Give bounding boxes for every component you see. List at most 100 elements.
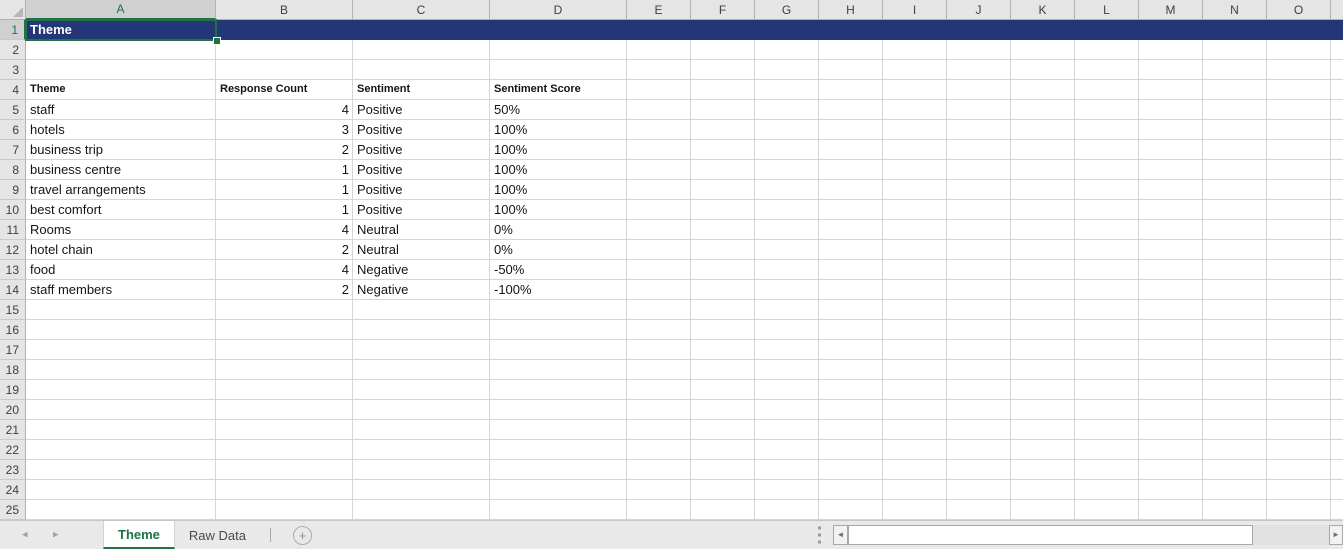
- cell-B11[interactable]: 4: [216, 220, 353, 240]
- cell-M12[interactable]: [1139, 240, 1203, 260]
- cell-B5[interactable]: 4: [216, 100, 353, 120]
- row-header-7[interactable]: 7: [0, 140, 26, 160]
- cell-G12[interactable]: [755, 240, 819, 260]
- cell-E14[interactable]: [627, 280, 691, 300]
- cell-O17[interactable]: [1267, 340, 1331, 360]
- cell-E9[interactable]: [627, 180, 691, 200]
- cell-F23[interactable]: [691, 460, 755, 480]
- cell-B1[interactable]: [216, 20, 353, 40]
- cell-J7[interactable]: [947, 140, 1011, 160]
- cell-D17[interactable]: [490, 340, 627, 360]
- cell-J5[interactable]: [947, 100, 1011, 120]
- cell-A11[interactable]: Rooms: [26, 220, 216, 240]
- cell-A18[interactable]: [26, 360, 216, 380]
- cell-J16[interactable]: [947, 320, 1011, 340]
- cell-E5[interactable]: [627, 100, 691, 120]
- cell-N6[interactable]: [1203, 120, 1267, 140]
- cell-A25[interactable]: [26, 500, 216, 520]
- cell-C12[interactable]: Neutral: [353, 240, 490, 260]
- cell-O5[interactable]: [1267, 100, 1331, 120]
- cell-D9[interactable]: 100%: [490, 180, 627, 200]
- cell-K15[interactable]: [1011, 300, 1075, 320]
- cell-M4[interactable]: [1139, 80, 1203, 100]
- cell-H17[interactable]: [819, 340, 883, 360]
- cell-L16[interactable]: [1075, 320, 1139, 340]
- cell-N7[interactable]: [1203, 140, 1267, 160]
- cell-A8[interactable]: business centre: [26, 160, 216, 180]
- cell-A22[interactable]: [26, 440, 216, 460]
- cell-G5[interactable]: [755, 100, 819, 120]
- cell-C23[interactable]: [353, 460, 490, 480]
- cell-F3[interactable]: [691, 60, 755, 80]
- cell-O24[interactable]: [1267, 480, 1331, 500]
- cell-B24[interactable]: [216, 480, 353, 500]
- cell-J13[interactable]: [947, 260, 1011, 280]
- cell-H8[interactable]: [819, 160, 883, 180]
- cell-B12[interactable]: 2: [216, 240, 353, 260]
- cell-F18[interactable]: [691, 360, 755, 380]
- cell-K20[interactable]: [1011, 400, 1075, 420]
- cell-I14[interactable]: [883, 280, 947, 300]
- cell-I21[interactable]: [883, 420, 947, 440]
- row-header-19[interactable]: 19: [0, 380, 26, 400]
- sheet-tab-raw-data[interactable]: Raw Data: [175, 521, 260, 549]
- cell-J11[interactable]: [947, 220, 1011, 240]
- cell-E16[interactable]: [627, 320, 691, 340]
- cell-A1[interactable]: Theme: [26, 20, 216, 40]
- cell-J4[interactable]: [947, 80, 1011, 100]
- row-header-18[interactable]: 18: [0, 360, 26, 380]
- cell-J23[interactable]: [947, 460, 1011, 480]
- cell-B6[interactable]: 3: [216, 120, 353, 140]
- cell-E8[interactable]: [627, 160, 691, 180]
- cell-F6[interactable]: [691, 120, 755, 140]
- cell-A3[interactable]: [26, 60, 216, 80]
- cell-O14[interactable]: [1267, 280, 1331, 300]
- cell-L17[interactable]: [1075, 340, 1139, 360]
- cell-J21[interactable]: [947, 420, 1011, 440]
- cell-I24[interactable]: [883, 480, 947, 500]
- cell-B4[interactable]: Response Count: [216, 80, 353, 100]
- cell-D23[interactable]: [490, 460, 627, 480]
- cell-H6[interactable]: [819, 120, 883, 140]
- cell-B16[interactable]: [216, 320, 353, 340]
- cell-B8[interactable]: 1: [216, 160, 353, 180]
- cell-G15[interactable]: [755, 300, 819, 320]
- cell-B10[interactable]: 1: [216, 200, 353, 220]
- cell-A4[interactable]: Theme: [26, 80, 216, 100]
- cell-M17[interactable]: [1139, 340, 1203, 360]
- row-header-11[interactable]: 11: [0, 220, 26, 240]
- cell-M19[interactable]: [1139, 380, 1203, 400]
- cell-C18[interactable]: [353, 360, 490, 380]
- cell-I10[interactable]: [883, 200, 947, 220]
- cell-I17[interactable]: [883, 340, 947, 360]
- cell-I3[interactable]: [883, 60, 947, 80]
- cell-G25[interactable]: [755, 500, 819, 520]
- cell-I4[interactable]: [883, 80, 947, 100]
- cell-G3[interactable]: [755, 60, 819, 80]
- cell-N10[interactable]: [1203, 200, 1267, 220]
- cell-B22[interactable]: [216, 440, 353, 460]
- row-header-6[interactable]: 6: [0, 120, 26, 140]
- cell-B14[interactable]: 2: [216, 280, 353, 300]
- tabbar-splitter-handle[interactable]: [818, 526, 821, 544]
- cell-A7[interactable]: business trip: [26, 140, 216, 160]
- cell-E19[interactable]: [627, 380, 691, 400]
- cell-H16[interactable]: [819, 320, 883, 340]
- cell-L5[interactable]: [1075, 100, 1139, 120]
- cell-K6[interactable]: [1011, 120, 1075, 140]
- row-header-8[interactable]: 8: [0, 160, 26, 180]
- row-header-22[interactable]: 22: [0, 440, 26, 460]
- cell-C8[interactable]: Positive: [353, 160, 490, 180]
- cell-H9[interactable]: [819, 180, 883, 200]
- cell-I23[interactable]: [883, 460, 947, 480]
- cell-B19[interactable]: [216, 380, 353, 400]
- cell-G17[interactable]: [755, 340, 819, 360]
- cell-M18[interactable]: [1139, 360, 1203, 380]
- cell-E13[interactable]: [627, 260, 691, 280]
- cell-H14[interactable]: [819, 280, 883, 300]
- cell-K13[interactable]: [1011, 260, 1075, 280]
- cell-E21[interactable]: [627, 420, 691, 440]
- cell-C4[interactable]: Sentiment: [353, 80, 490, 100]
- cell-N8[interactable]: [1203, 160, 1267, 180]
- cell-D25[interactable]: [490, 500, 627, 520]
